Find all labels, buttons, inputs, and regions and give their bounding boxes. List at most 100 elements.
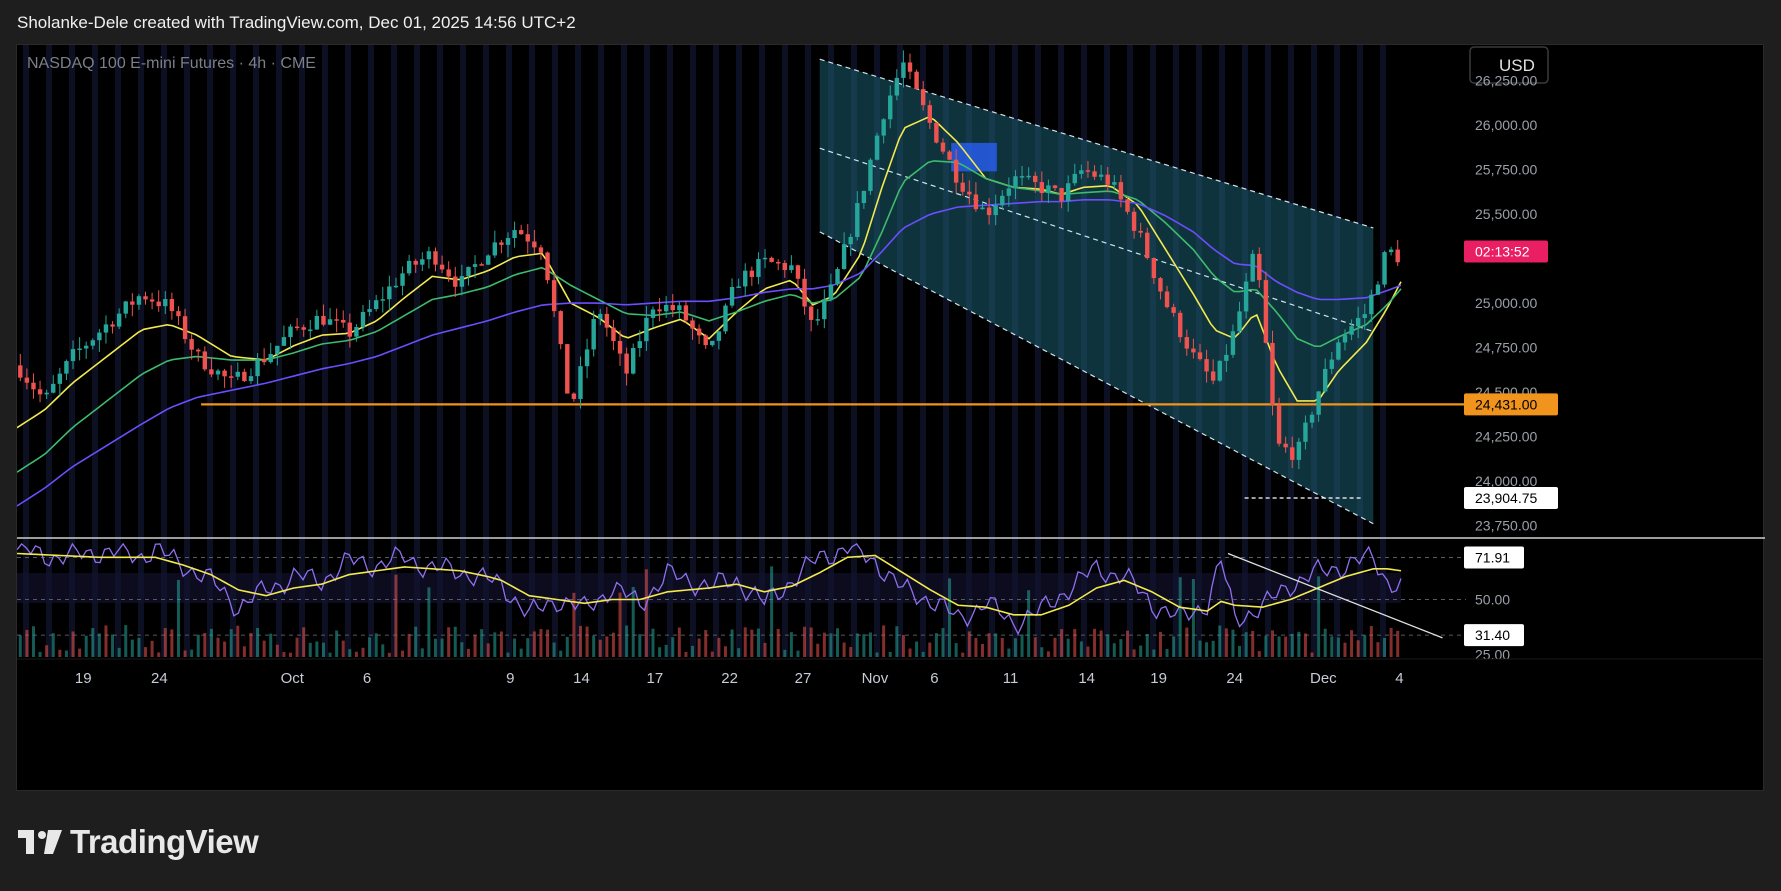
moving-average-line [17,199,1402,507]
volume-bar [124,625,128,657]
volume-bar [691,645,695,657]
currency-button[interactable]: USD [1469,46,1549,84]
candle-body [1000,195,1005,206]
volume-bar [803,626,807,657]
candle-body [967,191,972,195]
candle-body [551,280,557,312]
volume-bar [229,629,233,657]
candle-body [855,203,860,237]
volume-bar [658,647,662,657]
candle-body [841,244,847,270]
volume-bar [466,648,470,657]
volume-bar [1396,630,1400,657]
candle-body [202,351,208,370]
candle-body [110,324,115,327]
volume-bar [770,566,774,657]
candle-body [1118,182,1124,200]
candle-body [116,313,122,327]
chart-frame[interactable]: NASDAQ 100 E-mini Futures · 4h · CME USD… [16,44,1765,792]
session-band [1012,45,1018,657]
candle-body [1164,291,1170,308]
candle-body [1243,281,1249,312]
volume-bar [289,652,293,657]
volume-bar [453,626,457,657]
volume-bar [262,640,266,657]
session-band [805,45,811,657]
volume-bar [157,652,161,657]
time-tick-label: 24 [1226,670,1243,687]
candle-body [532,241,537,248]
candle-body [248,376,254,382]
candle-body [1283,443,1288,448]
candle-body [743,270,748,287]
session-band [989,45,995,657]
candle-body [914,71,919,90]
volume-bar [368,637,372,657]
tradingview-chart[interactable]: NASDAQ 100 E-mini Futures · 4h · CME USD… [17,45,1765,792]
volume-bar [407,633,411,657]
candle-body [472,264,478,267]
candle-body [1362,314,1367,318]
volume-bar [302,627,306,657]
candle-body [420,259,425,265]
time-tick-label: 14 [1078,670,1095,687]
candle-body [130,301,135,305]
candle-body [677,305,682,311]
candle-body [1375,284,1381,295]
volume-bar [506,652,510,657]
candle-body [749,270,755,277]
volume-bar [104,625,108,657]
session-band [920,45,926,657]
volume-bar [862,634,866,657]
tradingview-logo[interactable]: TradingView [18,823,259,861]
volume-bar [829,633,833,657]
candle-body [1224,354,1229,361]
volume-bar [1053,637,1057,657]
candle-body [327,319,333,325]
candle-body [169,299,175,312]
candle-body [756,259,761,277]
volume-bar [974,638,978,657]
price-tick-label: 23,750.00 [1475,518,1537,534]
candle-body [321,315,326,325]
candle-body [584,349,590,367]
volume-bar [631,586,635,657]
candle-body [861,190,867,204]
candle-body [37,389,43,395]
volume-bar [1297,631,1301,657]
channel-upper-line [819,58,1374,229]
candle-body [1019,176,1025,178]
volume-bar [598,639,602,657]
session-band [184,45,190,657]
volume-bar [750,629,754,657]
candle-body [380,299,385,301]
rsi-high-label: 71.91 [1475,550,1510,566]
volume-bar [717,637,721,657]
candle-body [822,299,827,320]
candle-body [1263,280,1269,343]
time-tick-label: 6 [363,670,371,687]
candle-body [953,159,959,183]
moving-average-line [17,160,1402,473]
volume-bar [684,652,688,657]
volume-bar [526,638,530,657]
candle-body [657,309,662,312]
candle-body [24,377,30,383]
volume-bar [1244,632,1248,657]
volume-bar [1046,651,1050,657]
candle-body [1138,230,1143,233]
time-tick-label: Nov [862,670,889,687]
volume-bar [1106,634,1110,657]
volume-bar [651,628,655,657]
volume-bar [1389,628,1393,657]
volume-bar [1139,645,1143,657]
volume-bar [1350,630,1354,657]
candle-body [1217,360,1222,381]
volume-bar [572,592,576,657]
volume-bar [723,646,727,657]
candle-body [986,207,992,216]
candle-body [1204,359,1209,372]
time-tick-label: 17 [647,670,664,687]
session-band [759,45,765,657]
price-tick-label: 24,000.00 [1475,473,1537,489]
